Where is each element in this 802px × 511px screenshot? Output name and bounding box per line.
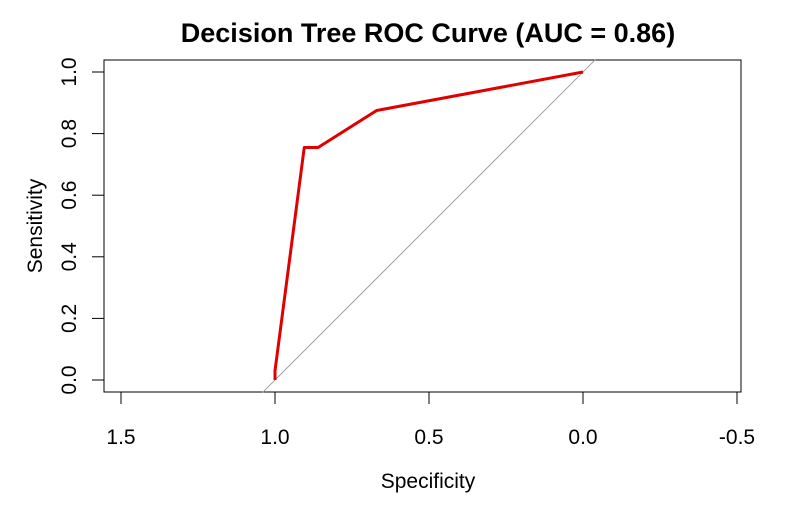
y-axis: 0.0 0.2 0.4 0.6 0.8 1.0 [58,57,105,395]
x-tick-label: -0.5 [719,426,755,449]
y-tick-label: 0.2 [58,304,81,333]
x-tick-label: 1.0 [260,426,289,449]
y-tick-label: 1.0 [58,57,81,86]
roc-curve-line [273,70,584,380]
plot-frame [103,59,742,393]
x-tick-label: 0.5 [414,426,443,449]
y-tick-label: 0.8 [58,119,81,148]
y-tick-label: 0.4 [58,242,81,272]
y-tick-label: 0.6 [58,181,81,210]
x-axis-label: Specificity [381,470,476,493]
y-axis-label: Sensitivity [24,178,47,273]
x-tick-label: 0.0 [568,426,597,449]
x-axis: 1.5 1.0 0.5 0.0 -0.5 [106,391,755,449]
x-tick-label: 1.5 [106,426,135,449]
y-tick-label: 0.0 [58,365,81,394]
chart-title: Decision Tree ROC Curve (AUC = 0.86) [181,18,675,48]
reference-diagonal-line [262,59,596,393]
